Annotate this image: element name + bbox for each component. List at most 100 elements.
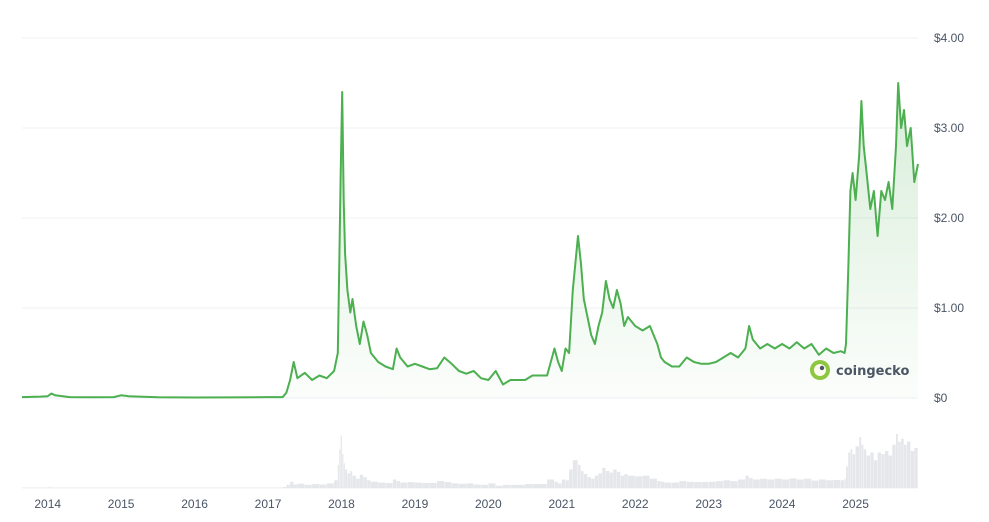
volume-bar bbox=[914, 447, 918, 488]
volume-bar bbox=[337, 464, 339, 488]
volume-bar bbox=[873, 460, 878, 488]
volume-bar bbox=[859, 437, 862, 488]
y-tick-label: $4.00 bbox=[934, 31, 964, 45]
volume-bar bbox=[870, 452, 874, 488]
volume-bar bbox=[51, 487, 55, 488]
volume-bar bbox=[767, 479, 775, 488]
volume-bar bbox=[866, 455, 870, 488]
volume-bar bbox=[852, 454, 856, 488]
volume-bar bbox=[429, 482, 437, 488]
volume-bar bbox=[723, 480, 731, 488]
volume-bar bbox=[451, 483, 459, 488]
volume-bar bbox=[896, 434, 898, 488]
volume-bar bbox=[488, 483, 496, 488]
volume-bar bbox=[901, 438, 904, 488]
volume-bar bbox=[594, 475, 599, 488]
y-tick-label: $2.00 bbox=[934, 211, 964, 225]
volume-bar bbox=[635, 476, 643, 488]
volume-bar bbox=[407, 482, 415, 488]
volume-bar bbox=[525, 484, 533, 488]
volume-bar bbox=[503, 484, 510, 488]
volume-bar bbox=[649, 478, 657, 488]
volume-bar bbox=[290, 481, 294, 488]
volume-bar bbox=[547, 479, 555, 488]
volume-bar bbox=[554, 481, 558, 488]
volume-bar bbox=[620, 475, 624, 488]
volume-bar bbox=[833, 480, 841, 488]
volume-bar bbox=[47, 487, 52, 488]
volume-bar bbox=[642, 475, 650, 488]
volume-bar bbox=[572, 460, 578, 488]
volume-bar bbox=[565, 480, 569, 488]
volume-bar bbox=[664, 482, 672, 488]
volume-bar bbox=[359, 474, 364, 488]
volume-bar bbox=[194, 487, 231, 488]
volume-bar bbox=[370, 481, 378, 488]
volume-bar bbox=[877, 452, 881, 488]
volume-bar bbox=[774, 478, 782, 488]
volume-bar bbox=[811, 480, 819, 488]
volume-bar bbox=[347, 473, 350, 488]
volume-bar bbox=[113, 487, 121, 488]
x-tick-label: 2017 bbox=[255, 497, 282, 511]
volume-bar bbox=[459, 483, 466, 488]
volume-bar bbox=[326, 483, 334, 488]
volume-bar bbox=[844, 478, 846, 488]
volume-bar bbox=[350, 471, 353, 488]
volume-bar bbox=[602, 467, 606, 488]
volume-bar bbox=[392, 479, 397, 488]
volume-bar bbox=[661, 481, 665, 488]
volume-bar bbox=[342, 454, 344, 488]
volume-bar bbox=[749, 478, 753, 488]
volume-bar bbox=[616, 471, 621, 488]
volume-bar bbox=[904, 444, 907, 488]
volume-bar bbox=[378, 482, 386, 488]
volume-bar bbox=[510, 484, 525, 488]
grid-lines bbox=[22, 37, 918, 489]
gecko-logo-icon bbox=[810, 360, 830, 380]
volume-bar bbox=[885, 451, 889, 488]
volume-bar bbox=[345, 469, 347, 488]
volume-bar bbox=[796, 479, 804, 488]
volume-bar bbox=[910, 451, 915, 488]
volume-bar bbox=[587, 477, 591, 488]
volume-bar bbox=[121, 487, 129, 488]
watermark-brand-text: coingecko bbox=[836, 364, 909, 379]
volume-bar bbox=[730, 481, 738, 488]
volume-bar bbox=[422, 483, 430, 488]
volume-bar bbox=[286, 484, 290, 488]
volume-bar bbox=[268, 487, 283, 488]
volume-bar bbox=[701, 482, 709, 488]
volume-bar bbox=[694, 482, 701, 488]
volume-bar bbox=[598, 473, 602, 488]
volume-bar bbox=[861, 444, 864, 488]
y-axis-labels: $4.00 $3.00 $2.00 $1.00 $0 bbox=[934, 31, 964, 405]
volume-bar bbox=[580, 471, 584, 488]
volume-bar bbox=[745, 475, 749, 488]
volume-bar bbox=[352, 475, 356, 488]
volume-bar bbox=[22, 487, 41, 488]
volume-bar bbox=[627, 475, 635, 488]
y-tick-label: $1.00 bbox=[934, 301, 964, 315]
volume-bar bbox=[708, 481, 716, 488]
volume-bar bbox=[679, 481, 687, 488]
volume-bar bbox=[855, 446, 859, 488]
x-tick-label: 2015 bbox=[108, 497, 135, 511]
volume-bar bbox=[91, 487, 114, 488]
volume-bar bbox=[826, 480, 834, 488]
x-tick-label: 2019 bbox=[402, 497, 429, 511]
volume-bar bbox=[716, 481, 723, 488]
volume-bar bbox=[605, 471, 610, 488]
volume-bar bbox=[339, 449, 341, 488]
volume-bar bbox=[881, 454, 885, 488]
volume-bar bbox=[578, 464, 581, 488]
x-tick-label: 2022 bbox=[622, 497, 649, 511]
volume-bar bbox=[686, 481, 694, 488]
volume-bar bbox=[789, 478, 797, 488]
volume-bar bbox=[569, 469, 573, 488]
volume-bar bbox=[613, 469, 617, 488]
volume-bar bbox=[293, 484, 298, 488]
volume-bar bbox=[396, 481, 400, 488]
volume-bar bbox=[804, 478, 812, 488]
